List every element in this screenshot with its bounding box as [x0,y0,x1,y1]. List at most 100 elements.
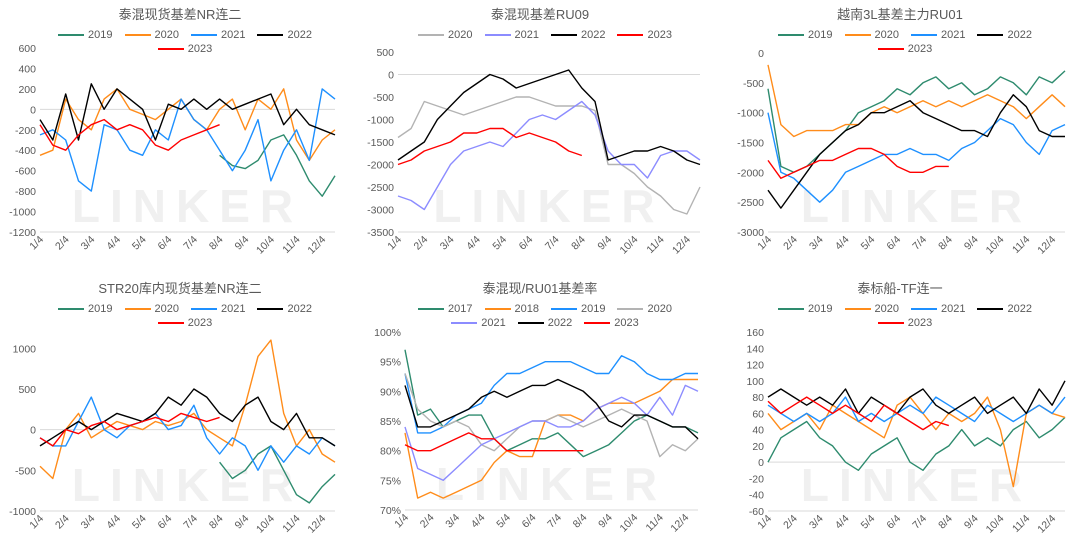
series-line-2022 [404,378,699,440]
x-tick-label: 12/4 [668,512,691,535]
x-tick-label: 2/4 [53,234,72,253]
x-tick-label: 9/4 [962,513,981,532]
legend-label: 2020 [154,29,179,41]
legend-swatch [977,34,1004,36]
x-tick-label: 5/4 [859,513,878,532]
x-tick-label: 10/4 [254,234,277,257]
legend-item: 2023 [157,317,212,329]
y-tick-label: 75% [380,475,401,487]
x-tick-label: 6/4 [156,513,175,532]
y-tick-label: -2500 [737,197,764,209]
legend-swatch [617,34,644,36]
y-tick-label: 200 [18,84,36,96]
legend-swatch [551,34,577,36]
x-tick-label: 2/4 [412,234,431,253]
y-tick-label: 60 [752,408,764,420]
series-line-2019 [219,134,336,197]
y-tick-label: -1200 [9,227,36,239]
legend-item: 2021 [191,29,245,41]
legend-label: 2019 [88,303,113,315]
chart-panel: LINKER -1000 -500 0 500 1000 1/4 2/4 3/4 4/4 5/4 6/… [0,274,360,548]
legend-item: 2021 [911,303,965,315]
legend-item: 2020 [418,29,473,41]
legend-label: 2022 [287,303,312,315]
y-tick-label: 1000 [13,343,37,355]
legend-swatch [58,308,85,310]
legend-swatch [778,308,805,310]
x-tick-label: 3/4 [79,513,98,532]
x-tick-label: 3/4 [807,234,826,253]
legend-label: 2022 [547,317,573,329]
x-tick-label: 2/4 [781,513,800,532]
x-tick-label: 5/4 [130,234,149,253]
x-tick-label: 12/4 [305,234,328,257]
legend-item: 2020 [844,303,899,315]
legend-item: 2021 [191,303,245,315]
legend: 2020 2021 2022 2023 [380,29,710,41]
series-line-2023 [39,412,220,447]
x-tick-label: 12/4 [305,513,328,536]
y-tick-label: -1000 [367,115,394,127]
legend-label: 2019 [808,29,833,41]
x-tick-label: 9/4 [596,512,615,531]
legend-label: 2022 [287,29,312,41]
legend-swatch [911,308,937,310]
x-tick-label: 6/4 [520,512,539,531]
x-tick-label: 7/4 [181,234,200,253]
x-tick-label: 4/4 [833,234,852,253]
legend-swatch [844,34,871,36]
legend-label: 2023 [187,43,213,55]
x-tick-label: 2/4 [418,512,437,531]
legend-swatch [157,48,184,50]
legend-label: 2020 [448,29,473,41]
y-tick-label: -1500 [367,137,394,149]
series-line-2019 [767,70,1066,173]
x-tick-label: 8/4 [569,234,588,253]
legend-label: 2021 [941,303,966,315]
chart-panel: LINKER 70% 75% 80% 85% 90% 95% 100% 1/4 2/4 3/4 4/4… [360,274,720,548]
chart-svg: LINKER -1200 -1000 -800 -600 -400 -200 0 200 400 6… [9,43,336,257]
legend-label: 2020 [647,303,672,315]
y-tick-label: 90% [380,386,401,398]
y-tick-label: 400 [18,63,36,75]
legend-swatch [257,308,284,310]
series-line-2022 [767,380,1066,415]
x-tick-label: 10/4 [254,513,277,536]
y-tick-label: 85% [380,416,401,428]
x-tick-label: 7/4 [910,234,929,253]
series-line-2023 [397,127,583,166]
legend: 2019 2020 2021 2022 2023 [740,303,1070,329]
legend-item: 2019 [778,303,833,315]
x-tick-label: 5/4 [490,234,509,253]
x-tick-label: 3/4 [807,513,826,532]
series-line-2019 [219,445,336,504]
legend-item: 2018 [484,303,539,315]
x-tick-label: 6/4 [517,234,536,253]
legend-swatch [58,34,85,36]
chart-panel: LINKER -60 -40 -20 0 20 40 60 80 100 120 140 160 1/4 2… [720,274,1080,548]
y-tick-label: 160 [746,327,764,339]
x-tick-label: 8/4 [207,513,226,532]
legend-swatch [257,34,284,36]
y-tick-label: 20 [752,441,764,453]
x-tick-label: 3/4 [443,512,462,531]
x-tick-label: 4/4 [104,513,123,532]
legend-swatch [418,34,445,36]
legend-swatch [191,308,217,310]
legend-swatch [484,308,511,310]
legend-item: 2022 [257,29,312,41]
y-tick-label: -2000 [737,167,764,179]
x-tick-label: 10/4 [984,513,1007,536]
x-tick-label: 3/4 [438,234,457,253]
y-tick-label: -2000 [367,160,394,172]
chart-title: 泰混现/RU01基差率 [482,281,598,296]
legend-item: 2021 [484,29,539,41]
legend-swatch [977,308,1004,310]
watermark: LINKER [436,458,667,510]
series-line-2022 [767,94,1065,209]
legend-item: 2019 [551,303,605,315]
x-tick-label: 2/4 [781,234,800,253]
y-tick-label: -500 [15,465,36,477]
x-tick-label: 10/4 [618,234,641,257]
